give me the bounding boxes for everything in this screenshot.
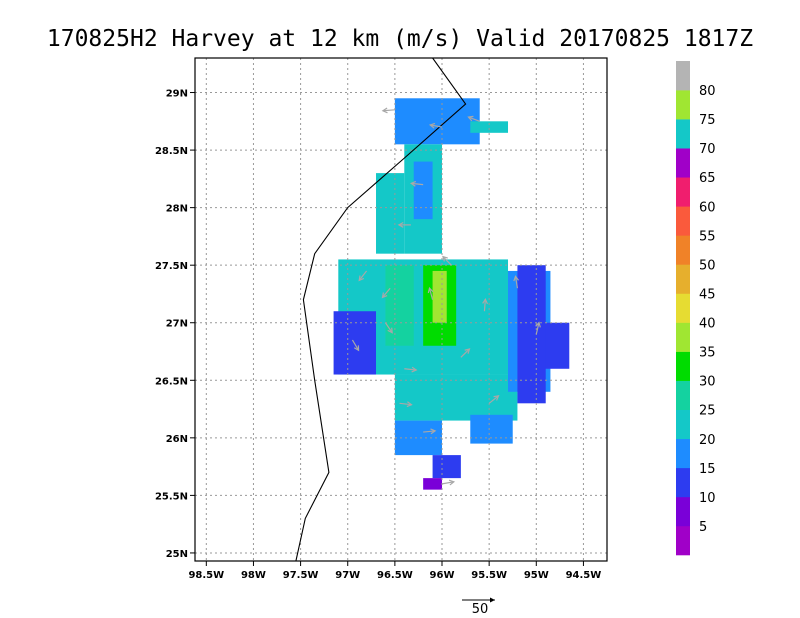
colorbar-swatch (676, 177, 690, 207)
colorbar-swatch (676, 409, 690, 440)
wind-vector (441, 479, 456, 486)
colorbar-label: 35 (699, 346, 716, 361)
wind-vector (358, 270, 368, 282)
x-tick-label: 94.5W (566, 570, 602, 581)
colorbar-label: 10 (699, 491, 716, 506)
wind-vector (535, 321, 541, 335)
wind-vectors (351, 107, 541, 486)
y-tick-label: 25N (166, 549, 188, 560)
wind-speed-cell (470, 414, 513, 444)
colorbar-label: 75 (699, 113, 716, 128)
wind-speed-cell (517, 265, 546, 404)
colorbar-swatch (676, 206, 690, 236)
wind-vector (397, 221, 411, 228)
y-tick-label: 28N (166, 204, 188, 215)
x-tick-label: 95.5W (471, 570, 507, 581)
y-tick-label: 25.5N (155, 491, 188, 502)
wind-vector (399, 401, 413, 408)
x-tick-label: 98W (241, 570, 266, 581)
colorbar-swatch (676, 235, 690, 265)
colorbar-label: 25 (699, 404, 716, 419)
colorbar-label: 55 (699, 229, 716, 244)
y-tick-label: 27N (166, 319, 188, 330)
colorbar-label: 30 (699, 375, 716, 390)
wind-vector (381, 287, 391, 299)
wind-speed-cell (413, 161, 433, 220)
colorbar-swatch (676, 322, 690, 352)
colorbar-swatch (676, 264, 690, 294)
wind-speed-cell (432, 270, 447, 323)
colorbar-swatch (676, 61, 690, 91)
x-tick-label: 96.5W (377, 570, 413, 581)
wind-vector (409, 180, 424, 187)
longitude-axis: 98.5W 98W 97.5W 97W 96.5W 96W 95.5W 95W 94.5W (188, 561, 601, 581)
wind-speed-cell (432, 455, 461, 479)
colorbar-label: 65 (699, 171, 716, 186)
wind-vector (442, 255, 452, 266)
colorbar-swatch (676, 380, 690, 411)
y-tick-label: 29N (166, 89, 188, 100)
x-tick-label: 98.5W (188, 570, 224, 581)
colorbar-swatch (676, 293, 690, 323)
wind-vector (423, 428, 437, 435)
x-tick-label: 95W (524, 570, 549, 581)
reference-vector: 50 (462, 597, 495, 617)
colorbar-label: 80 (699, 84, 716, 99)
colorbar-swatch (676, 496, 690, 527)
coastline (295, 58, 467, 561)
y-tick-label: 27.5N (155, 261, 188, 272)
wind-vector (384, 322, 393, 334)
wind-speed-field (333, 98, 570, 490)
colorbar-swatch (676, 90, 690, 120)
wind-vector (460, 348, 471, 358)
wind-vector (482, 298, 488, 312)
colorbar-swatch (676, 438, 690, 469)
wind-vector (513, 275, 520, 289)
wind-speed-cell (470, 121, 509, 133)
wind-vector (427, 286, 434, 300)
colorbar-swatch (676, 119, 690, 149)
colorbar-label: 15 (699, 462, 716, 477)
plot-frame (194, 57, 608, 562)
colorbar-label: 50 (699, 258, 716, 273)
y-tick-label: 26.5N (155, 376, 188, 387)
x-tick-label: 96W (430, 570, 455, 581)
colorbar: 5 10 15 20 25 30 35 40 45 50 55 60 65 70 75 80 (676, 61, 716, 556)
colorbar-swatch (676, 525, 690, 556)
x-tick-label: 97W (335, 570, 360, 581)
wind-speed-cell (376, 173, 405, 254)
latitude-axis: 25N 25.5N 26N 26.5N 27N 27.5N 28N 28.5N 29N (155, 89, 195, 560)
wind-speed-cell (394, 98, 480, 145)
wind-vector (404, 366, 418, 373)
wind-vector (488, 395, 500, 404)
colorbar-label: 60 (699, 200, 716, 215)
colorbar-label: 20 (699, 433, 716, 448)
colorbar-swatch (676, 148, 690, 178)
wind-speed-cell (385, 265, 414, 346)
colorbar-label: 5 (699, 520, 707, 535)
wind-vector (428, 122, 443, 129)
colorbar-label: 40 (699, 317, 716, 332)
y-tick-label: 28.5N (155, 146, 188, 157)
colorbar-swatch (676, 467, 690, 498)
colorbar-swatch (676, 351, 690, 381)
wind-speed-cell (423, 478, 443, 490)
wind-vector (351, 339, 360, 352)
y-tick-label: 26N (166, 434, 188, 445)
colorbar-label: 45 (699, 287, 716, 302)
lat-lon-grid (195, 58, 607, 561)
wind-vector (467, 115, 480, 122)
reference-vector-label: 50 (472, 602, 489, 617)
wind-speed-cell (394, 420, 443, 456)
chart-title: 170825H2 Harvey at 12 km (m/s) Valid 201… (47, 26, 753, 52)
colorbar-label: 70 (699, 142, 716, 157)
wind-vector (381, 107, 395, 114)
x-tick-label: 97.5W (283, 570, 319, 581)
wind-speed-cell (394, 374, 518, 421)
